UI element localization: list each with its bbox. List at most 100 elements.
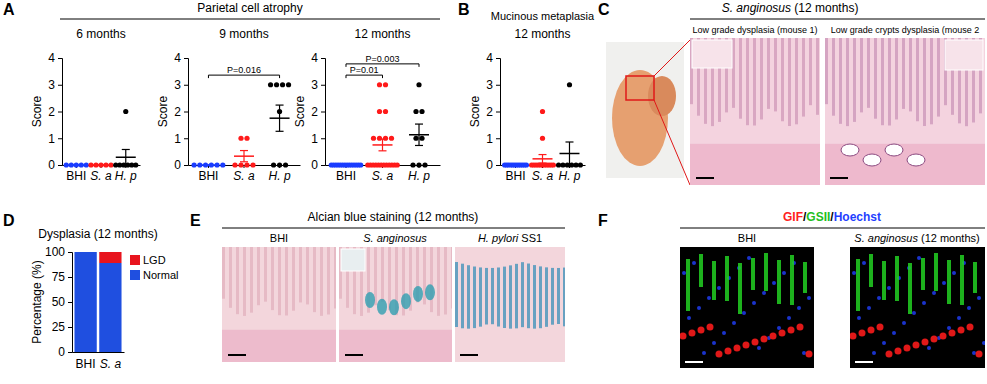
nucleus xyxy=(692,261,696,265)
nucleus xyxy=(872,351,876,355)
tissue-gland xyxy=(867,38,870,108)
x-tick-label: H. p xyxy=(408,169,430,183)
plot-area xyxy=(74,252,121,352)
gif-signal xyxy=(761,336,768,343)
scale-bar xyxy=(228,354,246,356)
data-point xyxy=(389,136,394,141)
gif-signal xyxy=(949,330,956,337)
alcian-stain xyxy=(425,284,435,300)
tissue-gland xyxy=(388,247,391,310)
nucleus xyxy=(757,346,761,350)
y-axis-line xyxy=(68,253,73,353)
title-part: GIF xyxy=(783,210,803,224)
error-bar-stem xyxy=(125,149,126,165)
data-point xyxy=(133,162,138,167)
y-tick: 0 xyxy=(58,345,72,359)
x-tick: BHI xyxy=(198,165,218,183)
y-tick-mark xyxy=(496,112,500,113)
gif-signal xyxy=(707,324,714,331)
p-value-label: P=0.016 xyxy=(227,65,261,75)
italic-part: H. p xyxy=(115,169,137,183)
y-tick: 1 xyxy=(174,132,188,146)
error-bar-stem xyxy=(279,105,280,131)
gsii-signal xyxy=(738,263,742,314)
nucleus xyxy=(927,346,931,350)
italic-part: S. a xyxy=(100,357,122,371)
y-tick-mark xyxy=(58,165,62,166)
y-tick-mark xyxy=(68,352,72,353)
y-axis: 01234 xyxy=(486,51,500,172)
y-tick-label: 2 xyxy=(48,105,55,119)
nucleus xyxy=(917,256,921,260)
gsii-signal xyxy=(856,259,860,311)
scale-bar xyxy=(685,361,703,363)
alcian-stain xyxy=(563,268,565,327)
y-tick: 0 xyxy=(486,158,500,172)
tissue-gland xyxy=(860,38,863,112)
tissue-gland xyxy=(243,247,246,316)
y-axis: 01234 xyxy=(48,51,62,172)
y-tick-label: 4 xyxy=(48,51,55,65)
x-tick: H. p xyxy=(558,165,580,183)
bar xyxy=(99,252,121,263)
mean-line xyxy=(198,164,218,166)
nucleus xyxy=(867,306,871,310)
image-caption: Low grade dysplasia (mouse 1) xyxy=(692,25,817,35)
significance-bracket xyxy=(346,75,383,78)
data-point xyxy=(567,82,572,87)
data-point xyxy=(383,82,388,87)
nucleus xyxy=(712,341,716,345)
gif-signal xyxy=(797,324,804,331)
title-part: Hoechst xyxy=(834,210,881,224)
alcian-stain xyxy=(461,264,464,329)
alcian-stain xyxy=(551,268,554,325)
data-point xyxy=(410,162,415,167)
legend-swatch xyxy=(130,270,140,280)
legend-swatch xyxy=(130,255,140,265)
nucleus xyxy=(972,351,976,355)
zoom-line xyxy=(654,100,690,185)
tissue-gland xyxy=(746,38,749,125)
data-point xyxy=(377,136,382,141)
crypt xyxy=(907,154,925,166)
y-tick-mark xyxy=(496,165,500,166)
y-tick-mark xyxy=(58,112,62,113)
gif-signal xyxy=(770,333,777,340)
text-part: (12 months) xyxy=(791,1,858,15)
nucleus xyxy=(862,261,866,265)
y-axis-title: Score xyxy=(156,96,170,128)
gsii-signal xyxy=(960,255,964,305)
y-tick-mark xyxy=(58,85,62,86)
error-bar xyxy=(565,142,573,165)
y-tick-mark xyxy=(68,252,72,253)
image-background xyxy=(455,247,565,362)
x-tick-label: S. a xyxy=(100,357,122,371)
nucleus xyxy=(802,351,806,355)
data-point xyxy=(280,82,285,87)
panel-letter: F xyxy=(598,212,608,229)
histology-image xyxy=(690,38,820,185)
stomach-part xyxy=(648,76,676,116)
tissue-gland xyxy=(430,247,433,312)
error-bar-cap xyxy=(122,164,130,165)
y-tick-label: 0 xyxy=(486,158,493,172)
y-tick-mark xyxy=(184,85,188,86)
tissue-gland xyxy=(888,38,891,126)
gif-signal xyxy=(886,351,893,358)
gsii-signal xyxy=(686,259,690,311)
y-tick: 2 xyxy=(174,105,188,119)
alcian-stain xyxy=(509,265,512,328)
mean-line xyxy=(91,164,111,166)
tissue-gland xyxy=(381,247,384,302)
tissue-layer xyxy=(222,330,336,362)
y-tick-label: 3 xyxy=(486,78,493,92)
error-bar-cap xyxy=(204,164,212,165)
gif-signal xyxy=(958,327,965,334)
x-tick: BHI xyxy=(506,165,526,183)
tissue-gland xyxy=(285,247,288,315)
x-axis-line xyxy=(73,352,125,353)
y-tick-mark xyxy=(496,58,500,59)
alcian-stain xyxy=(533,265,536,329)
italic-part: S. anginosus xyxy=(854,232,918,244)
y-tick: 50 xyxy=(52,295,72,309)
